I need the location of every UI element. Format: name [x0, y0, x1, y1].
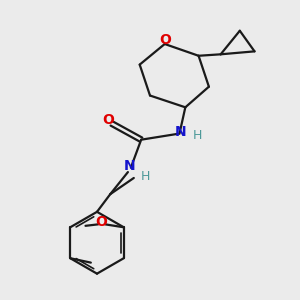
- Text: H: H: [192, 129, 202, 142]
- Text: N: N: [124, 159, 135, 173]
- Text: O: O: [102, 113, 114, 127]
- Text: O: O: [159, 34, 171, 47]
- Text: H: H: [141, 170, 150, 183]
- Text: O: O: [95, 215, 107, 229]
- Text: N: N: [175, 125, 187, 139]
